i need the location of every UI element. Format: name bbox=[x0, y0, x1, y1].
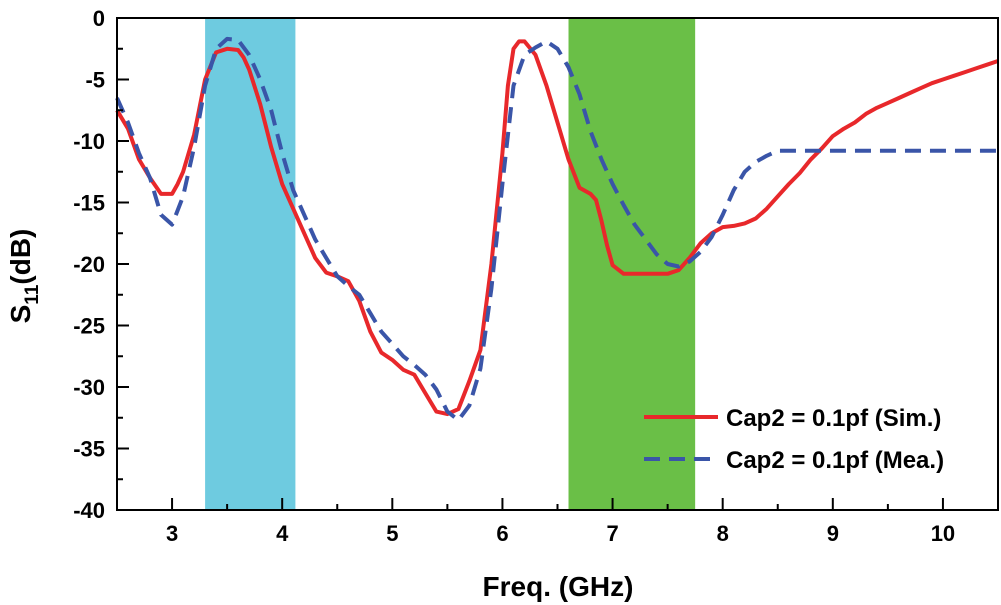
x-axis-tick-labels: 3 4 5 6 7 8 9 10 bbox=[166, 521, 955, 546]
y-axis-title-main: S bbox=[5, 305, 36, 324]
y-axis-tick-labels: 0 -5 -10 -15 -20 -25 -30 -35 -40 bbox=[73, 6, 105, 523]
series-line-mea bbox=[115, 36, 998, 423]
legend-label-sim: Cap2 = 0.1pf (Sim.) bbox=[726, 405, 941, 432]
x-tick-label-5: 5 bbox=[386, 521, 398, 546]
y-tick-label--25: -25 bbox=[73, 314, 105, 339]
y-tick-label--10: -10 bbox=[73, 129, 105, 154]
x-tick-label-7: 7 bbox=[606, 521, 618, 546]
y-tick-label--5: -5 bbox=[85, 68, 105, 93]
x-axis-ticks bbox=[116, 498, 999, 510]
x-tick-label-3: 3 bbox=[166, 521, 178, 546]
y-tick-label--40: -40 bbox=[73, 498, 105, 523]
y-tick-label--30: -30 bbox=[73, 375, 105, 400]
x-tick-label-9: 9 bbox=[827, 521, 839, 546]
y-tick-label--15: -15 bbox=[73, 191, 105, 216]
x-tick-label-10: 10 bbox=[931, 521, 955, 546]
y-tick-label--35: -35 bbox=[73, 437, 105, 462]
y-axis-title-unit: (dB) bbox=[5, 229, 36, 285]
series-lines bbox=[115, 36, 999, 423]
y-tick-label--20: -20 bbox=[73, 252, 105, 277]
frequency-bands bbox=[205, 18, 696, 510]
legend: Cap2 = 0.1pf (Sim.) Cap2 = 0.1pf (Mea.) bbox=[644, 405, 944, 474]
series-line-sim bbox=[115, 39, 999, 417]
x-tick-label-8: 8 bbox=[717, 521, 729, 546]
y-tick-label-0: 0 bbox=[93, 6, 105, 31]
band-low bbox=[205, 18, 296, 510]
y-axis-title: S11(dB) bbox=[5, 229, 43, 324]
x-axis-title: Freq. (GHz) bbox=[483, 571, 634, 602]
y-axis-title-subscript: 11 bbox=[22, 284, 43, 305]
x-tick-label-4: 4 bbox=[276, 521, 289, 546]
legend-label-mea: Cap2 = 0.1pf (Mea.) bbox=[726, 447, 944, 474]
y-axis-ticks bbox=[117, 17, 129, 511]
x-tick-label-6: 6 bbox=[496, 521, 508, 546]
